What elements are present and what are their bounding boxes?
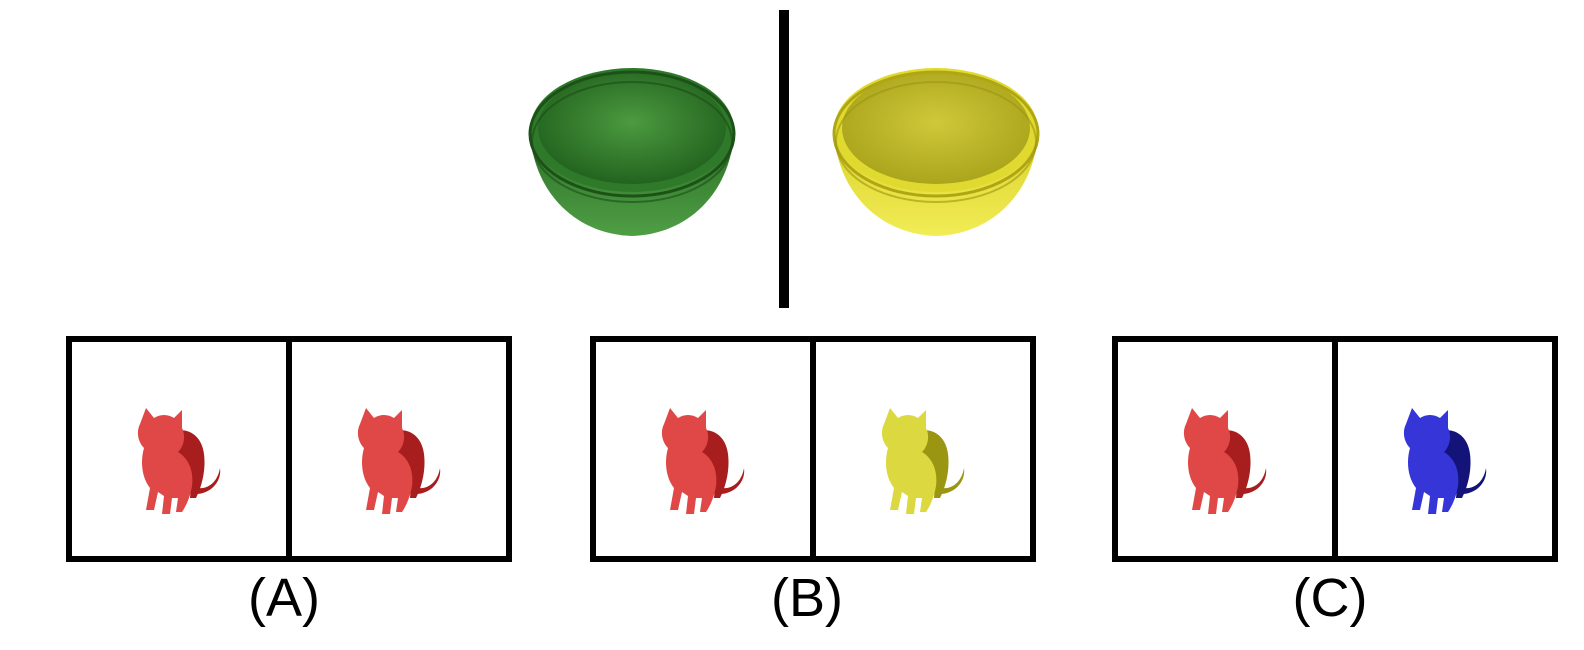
- cat-icon-blue: [1403, 408, 1487, 514]
- cat-icon-red: [357, 408, 441, 514]
- bowl-icon-green: [528, 68, 736, 236]
- cat-icon-red: [1183, 408, 1267, 514]
- reference-divider: [779, 10, 789, 308]
- option-c-panel[interactable]: [1112, 336, 1558, 562]
- option-c-label: (C): [1292, 568, 1368, 628]
- panel-separator: [1332, 342, 1338, 556]
- cat-icon-yellow: [881, 408, 965, 514]
- cat-icon-red: [661, 408, 745, 514]
- panel-separator: [286, 342, 292, 556]
- option-a-panel[interactable]: [66, 336, 512, 562]
- option-a-label: (A): [248, 568, 320, 628]
- option-b-panel[interactable]: [590, 336, 1036, 562]
- panel-separator: [810, 342, 816, 556]
- option-b-label: (B): [771, 568, 843, 628]
- bowl-icon-yellow: [832, 68, 1040, 236]
- cat-icon-red: [137, 408, 221, 514]
